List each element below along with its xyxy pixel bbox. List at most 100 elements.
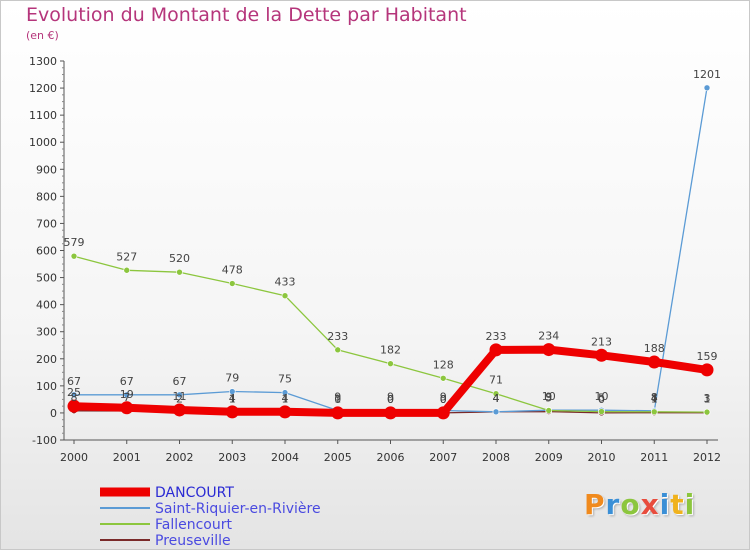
x-tick-label: 2008 — [482, 451, 510, 464]
data-point-fallencourt — [123, 266, 131, 274]
y-tick-label: 100 — [36, 380, 57, 393]
data-label-preuseville: 1 — [282, 393, 289, 406]
data-label-dancourt: 0 — [387, 393, 394, 406]
data-point-dancourt — [67, 399, 81, 413]
data-label-preuseville: 1 — [334, 393, 341, 406]
data-label-fallencourt: 579 — [64, 236, 85, 249]
data-label-saint-riquier-en-rivi-re: 10 — [542, 390, 556, 403]
x-tick-label: 2012 — [693, 451, 721, 464]
data-label-saint-riquier-en-rivi-re: 4 — [493, 392, 500, 405]
logo-letter: r — [605, 488, 621, 521]
series-points — [67, 84, 714, 420]
data-label-preuseville: 5 — [545, 392, 552, 405]
y-tick-label: 800 — [36, 190, 57, 203]
data-point-fallencourt — [176, 268, 183, 276]
data-point-saint-riquier-en-rivi-re — [703, 84, 711, 92]
data-label-dancourt: 11 — [173, 390, 187, 403]
data-point-fallencourt — [334, 346, 342, 354]
logo-letter: t — [670, 488, 685, 521]
logo-letter: x — [640, 488, 660, 521]
data-label-fallencourt: 520 — [169, 252, 190, 265]
legend-label-fallencourt: Fallencourt — [155, 517, 233, 533]
proxiti-logo: Proxiti — [584, 488, 695, 521]
legend-label-preuseville: Preuseville — [155, 533, 231, 549]
data-label-fallencourt: 128 — [433, 358, 454, 371]
data-point-fallencourt — [650, 408, 658, 416]
y-tick-label: 1000 — [29, 136, 57, 149]
data-label-dancourt: 4 — [229, 392, 236, 405]
y-tick-label: 1200 — [29, 82, 57, 95]
data-point-dancourt — [595, 348, 608, 362]
logo-letter: i — [684, 488, 696, 521]
x-tick-label: 2003 — [218, 451, 246, 464]
data-label-dancourt: 159 — [697, 350, 718, 363]
y-tick-label: 400 — [36, 299, 57, 312]
data-label-saint-riquier-en-rivi-re: 9 — [334, 390, 341, 403]
data-point-fallencourt — [492, 390, 500, 398]
logo-letter: o — [620, 488, 641, 521]
x-tick-label: 2000 — [60, 451, 88, 464]
data-label-fallencourt: 9 — [545, 390, 552, 403]
data-label-dancourt: 213 — [591, 335, 612, 348]
data-label-preuseville: 0 — [387, 393, 394, 406]
y-tick-label: 1100 — [29, 109, 57, 122]
x-tick-label: 2011 — [640, 451, 668, 464]
y-tick-label: 1300 — [29, 55, 57, 68]
data-point-fallencourt — [545, 407, 553, 414]
y-tick-label: 900 — [36, 163, 57, 176]
y-tick-label: 200 — [36, 353, 57, 366]
data-point-fallencourt — [598, 408, 605, 415]
chart-axes: -100010020030040050060070080090010001100… — [29, 55, 721, 464]
data-label-fallencourt: 527 — [116, 250, 137, 263]
data-label-preuseville: 1 — [651, 393, 658, 406]
series-line-fallencourt — [73, 255, 708, 413]
logo-letter: P — [584, 488, 606, 521]
x-tick-label: 2004 — [271, 451, 299, 464]
data-point-dancourt — [700, 363, 714, 377]
x-tick-label: 2007 — [429, 451, 457, 464]
data-point-saint-riquier-en-rivi-re — [228, 388, 236, 395]
data-point-dancourt — [120, 401, 134, 415]
data-point-fallencourt — [281, 292, 289, 300]
data-label-dancourt: 0 — [334, 393, 341, 406]
data-point-saint-riquier-en-rivi-re — [123, 391, 131, 399]
data-label-fallencourt: 478 — [222, 264, 243, 277]
y-tick-label: 300 — [36, 326, 57, 339]
data-label-saint-riquier-en-rivi-re: 75 — [278, 373, 292, 386]
data-point-dancourt — [225, 405, 239, 419]
data-label-saint-riquier-en-rivi-re: 67 — [173, 375, 187, 388]
x-tick-label: 2009 — [535, 451, 563, 464]
data-label-preuseville: 8 — [71, 391, 78, 404]
chart-legend: DANCOURTSaint-Riquier-en-RivièreFallenco… — [100, 485, 321, 549]
data-label-fallencourt: 3 — [704, 392, 711, 405]
legend-label-dancourt: DANCOURT — [155, 485, 234, 501]
data-label-fallencourt: 71 — [489, 374, 503, 387]
data-point-fallencourt — [70, 252, 78, 260]
y-tick-label: 600 — [36, 245, 57, 258]
data-label-preuseville: 1 — [704, 393, 711, 406]
data-point-dancourt — [542, 343, 556, 357]
data-label-dancourt: 19 — [120, 388, 134, 401]
data-label-dancourt: 0 — [440, 393, 447, 406]
chart-subtitle: (en €) — [26, 29, 59, 42]
data-label-saint-riquier-en-rivi-re: 79 — [225, 372, 239, 385]
data-label-saint-riquier-en-rivi-re: 8 — [651, 391, 658, 404]
data-label-saint-riquier-en-rivi-re: 9 — [440, 390, 447, 403]
data-label-preuseville: 2 — [176, 392, 183, 405]
data-point-fallencourt — [703, 408, 711, 416]
data-label-saint-riquier-en-rivi-re: 67 — [67, 375, 81, 388]
x-tick-label: 2001 — [113, 451, 141, 464]
data-point-fallencourt — [439, 374, 447, 382]
data-point-dancourt — [173, 403, 186, 417]
data-point-dancourt — [278, 405, 292, 419]
data-point-fallencourt — [228, 280, 236, 287]
y-tick-label: -100 — [32, 434, 57, 447]
data-label-preuseville: 0 — [598, 393, 605, 406]
data-point-dancourt — [647, 355, 661, 369]
data-label-dancourt: 188 — [644, 342, 665, 355]
y-tick-label: 500 — [36, 272, 57, 285]
x-tick-label: 2006 — [377, 451, 405, 464]
data-label-fallencourt: 5 — [598, 392, 605, 405]
